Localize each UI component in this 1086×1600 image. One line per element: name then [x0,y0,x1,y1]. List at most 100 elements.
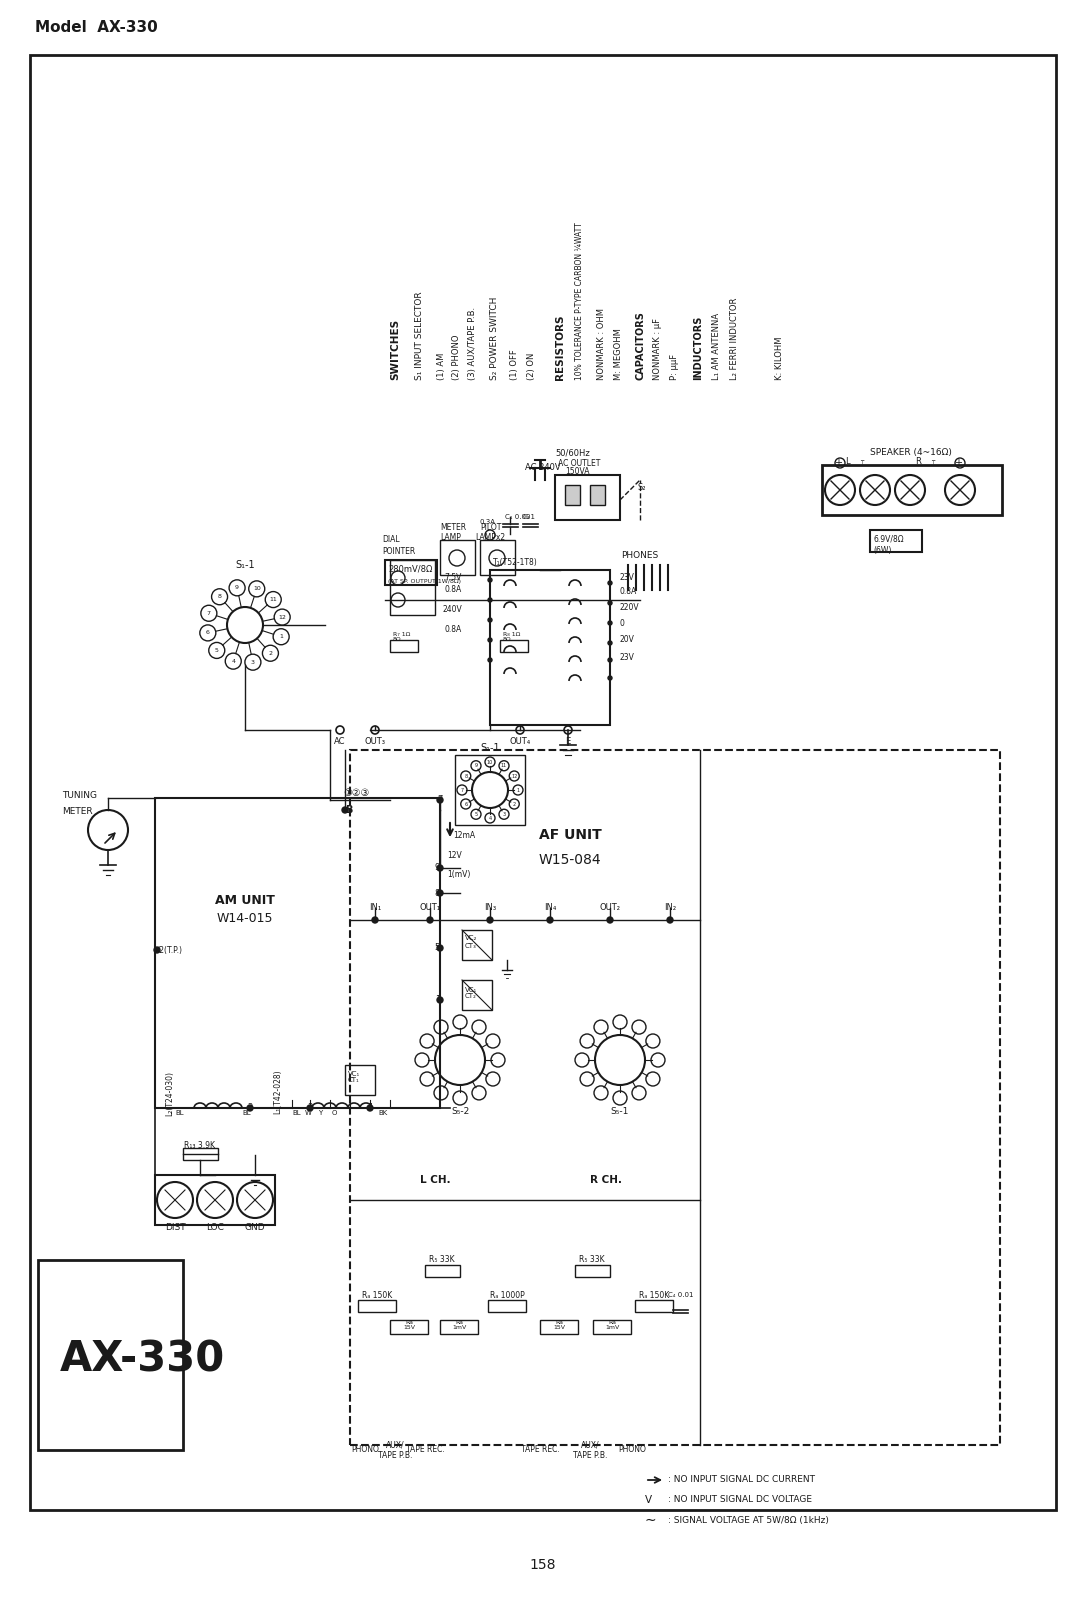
Text: S₂: S₂ [637,483,646,493]
Bar [462,930,492,960]
Text: L₂ FERRI INDUCTOR: L₂ FERRI INDUCTOR [730,298,738,379]
Text: L₂(T24-030): L₂(T24-030) [165,1070,174,1115]
Circle shape [667,917,673,923]
Circle shape [488,638,492,642]
Bar [462,979,492,1010]
Text: : NO INPUT SIGNAL DC VOLTAGE: : NO INPUT SIGNAL DC VOLTAGE [668,1496,812,1504]
Text: SWITCHES: SWITCHES [390,318,400,379]
Bar [440,1320,478,1334]
Text: 10: 10 [487,760,493,765]
Text: K: KILOHM: K: KILOHM [775,336,784,379]
Text: 0.8A: 0.8A [445,626,462,635]
Text: NONMARK : μF: NONMARK : μF [653,318,662,379]
Bar [635,1299,673,1312]
Text: R CH.: R CH. [590,1174,622,1186]
Text: (1) AM: (1) AM [437,352,446,379]
Bar [540,1320,578,1334]
Circle shape [307,1106,313,1110]
Text: (3) AUX/TAPE P.B.: (3) AUX/TAPE P.B. [468,307,477,379]
Bar [345,1066,375,1094]
Bar [500,640,528,653]
Text: DIST: DIST [165,1224,186,1232]
Text: 1: 1 [434,995,440,1005]
Text: 1: 1 [517,787,519,792]
Text: PILOT: PILOT [480,523,502,531]
Text: LAMPx2: LAMPx2 [475,533,505,542]
Text: 50/60Hz: 50/60Hz [555,448,590,458]
Text: RESISTORS: RESISTORS [555,315,565,379]
Text: OUT₂: OUT₂ [599,904,620,912]
Text: (6W): (6W) [873,546,892,555]
Text: L: L [845,458,849,467]
Text: R₈ 1Ω
8Ω: R₈ 1Ω 8Ω [503,632,520,642]
Text: S₅-1: S₅-1 [610,1107,629,1117]
Text: (1) OFF: (1) OFF [510,349,519,379]
Bar [480,541,515,574]
Circle shape [608,581,613,586]
Text: Model  AX-330: Model AX-330 [35,21,157,35]
Bar [350,750,1000,1445]
Text: 6: 6 [464,802,467,806]
Text: (2) PHONO: (2) PHONO [452,334,460,379]
Text: S₅-2: S₅-2 [451,1107,469,1117]
Text: VC₂
CT₃: VC₂ CT₃ [465,936,478,949]
Text: E: E [566,738,570,747]
Text: NONMARK : OHM: NONMARK : OHM [597,307,606,379]
Circle shape [487,917,493,923]
Text: AM UNIT: AM UNIT [215,893,275,907]
Circle shape [437,946,443,950]
Bar [555,475,620,520]
Text: OUT₁: OUT₁ [419,904,441,912]
Text: BL: BL [292,1110,301,1117]
Bar [490,570,610,725]
Circle shape [437,997,443,1003]
Text: (AT SP. OUTPUT 1W/8Ω): (AT SP. OUTPUT 1W/8Ω) [388,579,460,584]
Text: 9: 9 [434,864,440,872]
Bar [455,755,525,826]
Text: Rₐ 150K: Rₐ 150K [639,1291,669,1299]
Text: P: μμF: P: μμF [670,354,679,379]
Text: METER: METER [62,808,92,816]
Text: 7: 7 [206,611,211,616]
Circle shape [608,602,613,605]
Text: 158: 158 [530,1558,556,1571]
Text: Ra
1mV: Ra 1mV [452,1320,466,1331]
Text: BL: BL [242,1110,251,1117]
Text: 8: 8 [434,888,440,898]
Text: AUX/
TAPE P.B.: AUX/ TAPE P.B. [572,1440,607,1459]
Text: 11: 11 [501,763,507,768]
Text: R₅ 33K: R₅ 33K [579,1256,605,1264]
Text: AC: AC [334,738,345,747]
Text: 7: 7 [460,787,464,792]
Text: GND: GND [244,1224,265,1232]
Text: 1(mV): 1(mV) [447,870,470,880]
Text: M: MEGOHM: M: MEGOHM [614,328,623,379]
Text: Y: Y [318,1110,323,1117]
Text: L₁(T42-028): L₁(T42-028) [274,1070,282,1114]
Circle shape [437,797,443,803]
Bar [590,485,605,506]
Text: 0: 0 [620,619,624,629]
Text: TAPE REC.: TAPE REC. [406,1445,444,1454]
Text: Ra
15V: Ra 15V [553,1320,565,1331]
Text: AX-330: AX-330 [60,1339,225,1381]
Text: L₁ AM ANTENNA: L₁ AM ANTENNA [712,314,721,379]
Text: TAPE REC.: TAPE REC. [520,1445,559,1454]
Text: DIAL: DIAL [382,536,400,544]
Text: PHONO: PHONO [351,1445,379,1454]
Text: IN₃: IN₃ [484,904,496,912]
Text: PHONO: PHONO [618,1445,646,1454]
Text: C₃: C₃ [523,514,530,520]
Bar [440,541,475,574]
Text: R₇ 1Ω
8Ω: R₇ 1Ω 8Ω [393,632,411,642]
Text: ┬: ┬ [932,459,935,464]
Circle shape [437,866,443,870]
Bar [488,1299,526,1312]
Text: ┬: ┬ [860,459,863,464]
Text: 6: 6 [206,630,210,635]
Text: S₂ POWER SWITCH: S₂ POWER SWITCH [490,296,498,379]
Text: T₁(T52-1T8): T₁(T52-1T8) [493,558,538,568]
Text: R₁₃ 3.9K: R₁₃ 3.9K [185,1141,215,1149]
Text: C₁ 0.001: C₁ 0.001 [505,514,535,520]
Bar [822,466,1002,515]
